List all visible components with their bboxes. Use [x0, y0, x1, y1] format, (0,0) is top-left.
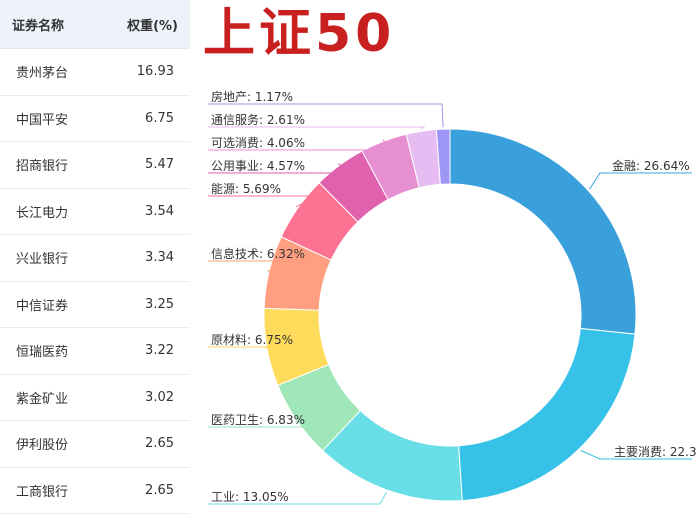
label-leader-line [208, 491, 388, 505]
row-name: 中国平安 [16, 112, 69, 128]
row-name: 贵州茅台 [16, 66, 69, 82]
slice-label: 可选消费: 4.06% [211, 136, 305, 150]
row-weight: 6.75 [145, 110, 174, 126]
row-weight: 2.65 [145, 436, 174, 452]
label-leader-line [208, 346, 299, 349]
slice-label: 工业: 13.05% [211, 490, 289, 504]
row-name: 恒瑞医药 [16, 345, 69, 361]
pie-slice [435, 128, 451, 185]
row-name: 长江电力 [16, 205, 69, 221]
row-weight: 2.65 [145, 482, 174, 498]
label-leader-line [208, 139, 391, 151]
table-row: 长江电力 3.54 [0, 189, 190, 235]
weight-table: 证券名称 权重(%) 贵州茅台 16.93 中国平安 6.75 招商银行 5.47 长… [0, 0, 190, 517]
slice-label: 原材料: 6.75% [211, 333, 293, 347]
row-name: 中信证券 [16, 298, 69, 314]
table-row: 中信证券 3.25 [0, 282, 190, 328]
table-row: 伊利股份 2.65 [0, 421, 190, 468]
row-name: 兴业银行 [16, 252, 69, 268]
pie-slice [449, 128, 637, 335]
table-header: 证券名称 权重(%) [0, 0, 190, 49]
row-name: 紫金矿业 [16, 391, 69, 407]
table-row: 中国平安 6.75 [0, 96, 190, 142]
table-row: 招商银行 5.47 [0, 142, 190, 189]
label-leader-line [589, 172, 692, 190]
pie-slice [458, 327, 636, 502]
row-name: 工商银行 [16, 484, 69, 500]
slice-label: 通信服务: 2.61% [211, 112, 305, 127]
row-weight: 3.34 [145, 250, 174, 266]
row-name: 伊利股份 [16, 438, 69, 454]
slice-label: 医药卫生: 6.83% [211, 413, 305, 427]
slice-label: 公用事业: 4.57% [211, 159, 305, 173]
row-weight: 3.54 [145, 203, 174, 219]
slice-label: 房地产: 1.17% [211, 89, 293, 104]
table-row: 工商银行 2.65 [0, 468, 190, 514]
label-leader-line [208, 163, 356, 174]
row-weight: 3.02 [145, 389, 174, 405]
row-weight: 5.47 [145, 157, 174, 173]
label-leader-line [208, 195, 317, 208]
label-leader-line [580, 449, 692, 460]
slice-label: 主要消费: 22.31% [614, 445, 696, 459]
header-name: 证券名称 [12, 18, 65, 34]
label-leader-line [208, 421, 319, 428]
table-row: 恒瑞医药 3.22 [0, 328, 190, 375]
row-weight: 3.25 [145, 296, 174, 312]
table-row: 兴业银行 3.34 [0, 235, 190, 282]
header-weight: 权重(%) [127, 18, 178, 34]
row-name: 招商银行 [16, 159, 69, 175]
row-weight: 3.22 [145, 343, 174, 359]
slice-label: 金融: 26.64% [612, 158, 690, 173]
label-leader-line [208, 260, 301, 272]
row-weight: 16.93 [136, 64, 174, 80]
slice-label: 信息技术: 6.32% [211, 246, 305, 261]
table-row: 紫金矿业 3.02 [0, 375, 190, 421]
chart-title: 上证50 [203, 4, 396, 64]
table-row: 贵州茅台 16.93 [0, 49, 190, 96]
slice-label: 能源: 5.69% [211, 182, 281, 196]
label-leader-line [208, 103, 444, 128]
label-leader-line [208, 126, 426, 130]
